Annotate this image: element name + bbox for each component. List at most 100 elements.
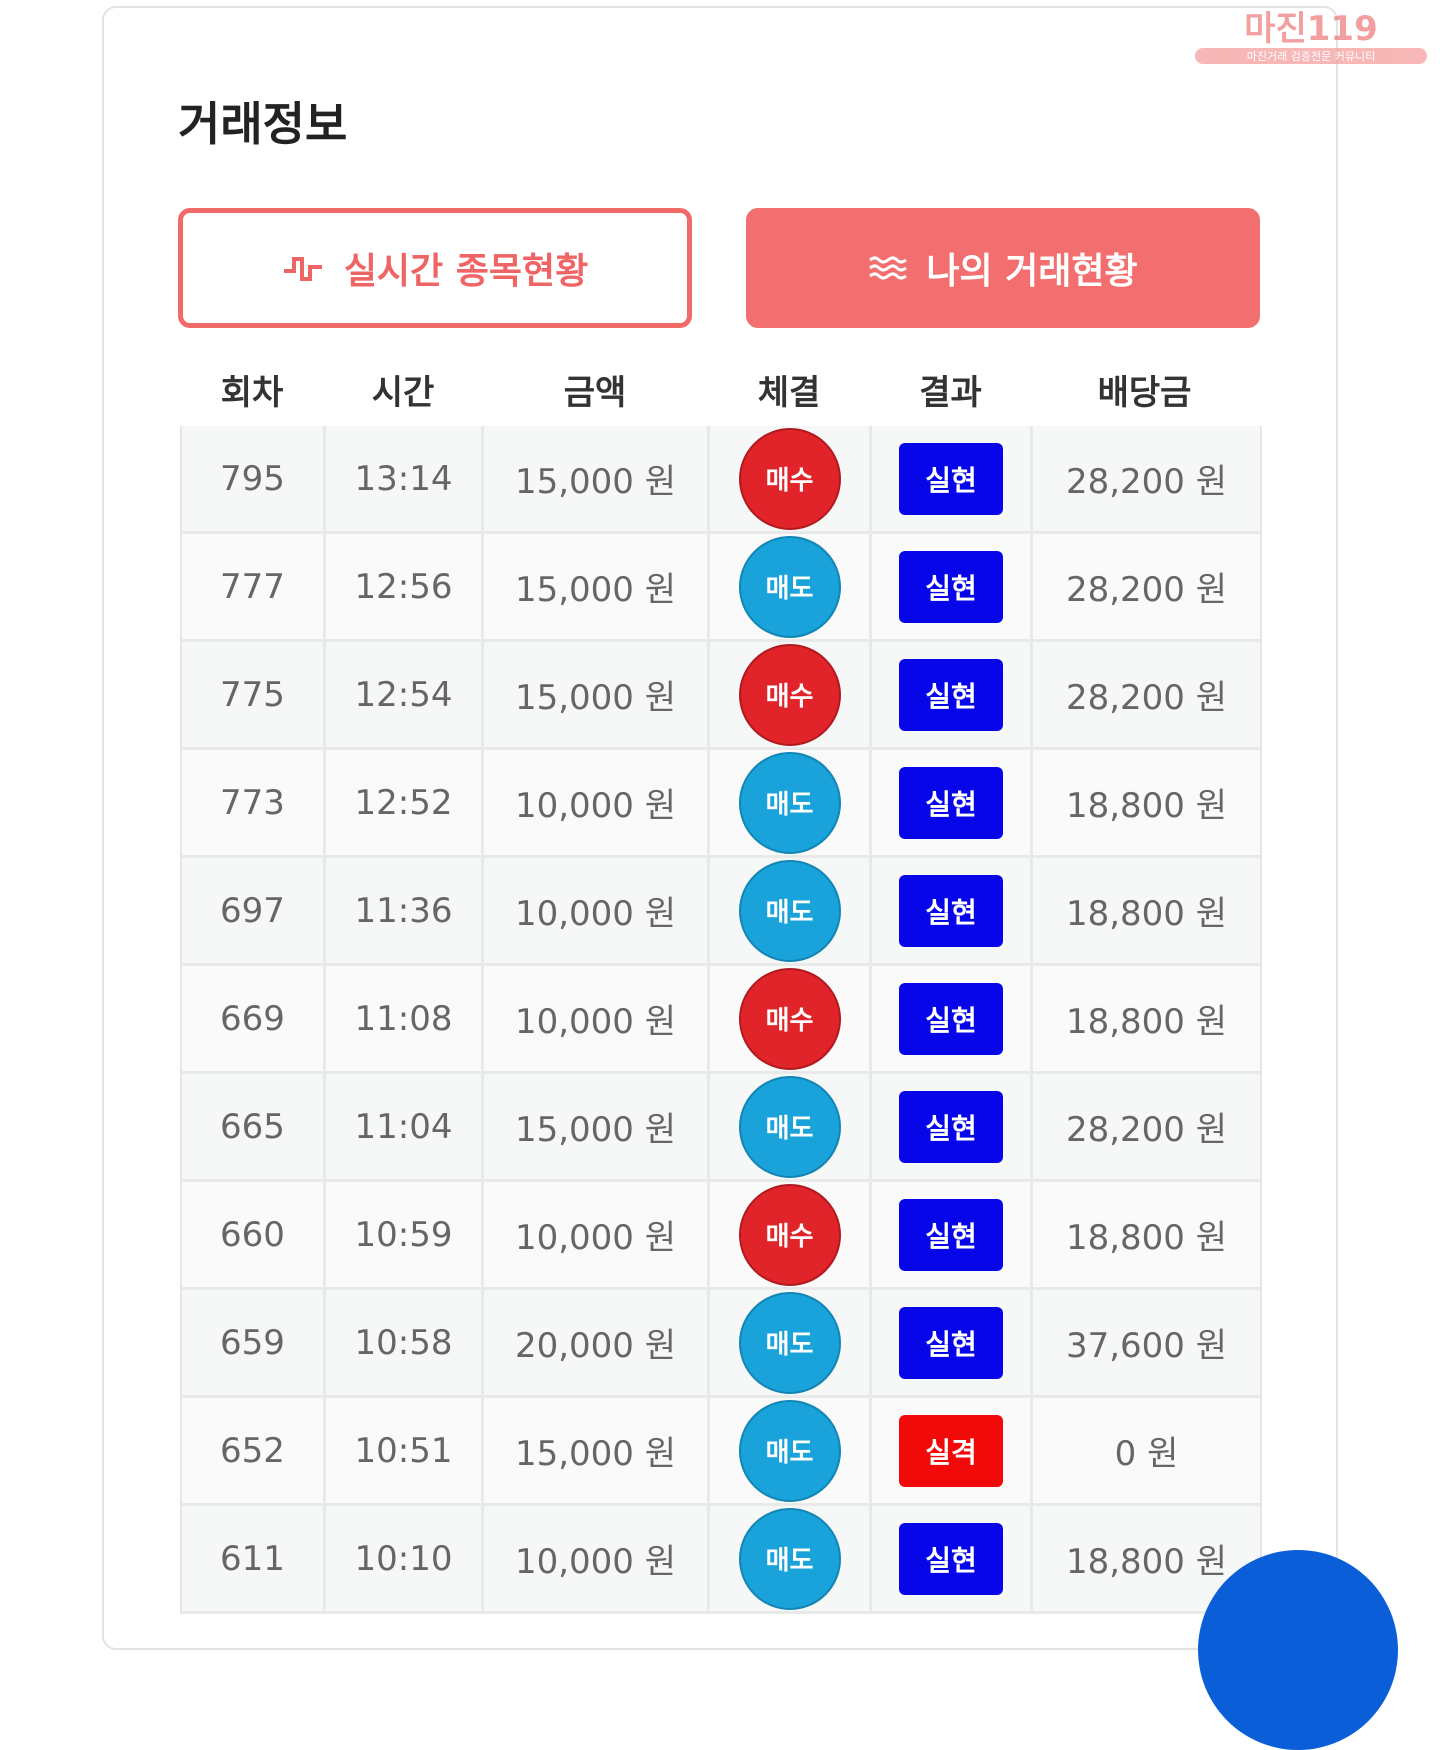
trade-cell: 매도 — [710, 858, 872, 963]
table-cell: 18,800 원 — [1065, 894, 1228, 934]
table-cell: 660 — [182, 1182, 326, 1287]
floating-button[interactable] — [1198, 1550, 1398, 1750]
watermark-logo: 마진119 — [1244, 9, 1378, 49]
trade-type-badge: 매도 — [738, 1075, 841, 1178]
column-header: 금액 — [563, 373, 627, 413]
result-badge: 실현 — [899, 1198, 1003, 1271]
table-cell: 652 — [182, 1398, 326, 1503]
result-cell: 실현 — [872, 534, 1033, 639]
table-row: 777 12:56 15,000 원 매도 실현 28,200 원 — [182, 534, 1260, 642]
table-row: 652 10:51 15,000 원 매도 실격 0 원 — [182, 1398, 1260, 1506]
table-cell: 11:08 — [326, 966, 484, 1071]
table-cell: 10,000 원 — [484, 858, 710, 963]
table-row: 660 10:59 10,000 원 매수 실현 18,800 원 — [182, 1182, 1260, 1290]
table-cell: 775 — [182, 642, 326, 747]
result-cell: 실현 — [872, 858, 1033, 963]
result-badge: 실격 — [899, 1414, 1003, 1487]
table-row: 697 11:36 10,000 원 매도 실현 18,800 원 — [182, 858, 1260, 966]
table-cell: 10,000 원 — [484, 1182, 710, 1287]
trade-cell: 매수 — [710, 1182, 872, 1287]
trade-type-badge: 매수 — [738, 427, 841, 530]
table-cell: 28,200 원 — [1065, 678, 1228, 718]
result-badge: 실현 — [899, 1090, 1003, 1163]
table-cell: 18,800 원 — [1065, 1542, 1228, 1582]
table-cell: 15,000 원 — [484, 1074, 710, 1179]
trade-cell: 매도 — [710, 1398, 872, 1503]
trade-type-badge: 매도 — [738, 1507, 841, 1610]
table-cell: 795 — [182, 426, 326, 531]
table-cell: 773 — [182, 750, 326, 855]
column-header: 배당금 — [1097, 373, 1192, 413]
table-cell: 10,000 원 — [484, 1506, 710, 1611]
tab-label: 실시간 종목현황 — [343, 251, 589, 292]
trade-type-badge: 매도 — [738, 535, 841, 638]
table-row: 659 10:58 20,000 원 매도 실현 37,600 원 — [182, 1290, 1260, 1398]
result-badge: 실현 — [899, 766, 1003, 839]
result-cell: 실현 — [872, 1290, 1033, 1395]
table-row: 775 12:54 15,000 원 매수 실현 28,200 원 — [182, 642, 1260, 750]
table-cell: 20,000 원 — [484, 1290, 710, 1395]
table-cell: 10,000 원 — [484, 966, 710, 1071]
trade-type-badge: 매도 — [738, 1399, 841, 1502]
result-badge: 실현 — [899, 1306, 1003, 1379]
table-cell: 10,000 원 — [484, 750, 710, 855]
column-header: 체결 — [757, 373, 821, 413]
trade-cell: 매도 — [710, 1074, 872, 1179]
result-cell: 실현 — [872, 966, 1033, 1071]
watermark-tagline: 마진거래 검증전문 커뮤니티 — [1195, 48, 1427, 64]
table-cell: 10:51 — [326, 1398, 484, 1503]
result-cell: 실현 — [872, 642, 1033, 747]
table-cell: 11:04 — [326, 1074, 484, 1179]
trade-type-badge: 매도 — [738, 751, 841, 854]
trade-type-badge: 매수 — [738, 967, 841, 1070]
table-cell: 11:36 — [326, 858, 484, 963]
table-cell: 777 — [182, 534, 326, 639]
trade-cell: 매도 — [710, 750, 872, 855]
result-cell: 실격 — [872, 1398, 1033, 1503]
trade-type-badge: 매도 — [738, 859, 841, 962]
page-title: 거래정보 — [178, 97, 348, 151]
table-cell: 15,000 원 — [484, 642, 710, 747]
table-cell: 10:58 — [326, 1290, 484, 1395]
table-cell: 18,800 원 — [1065, 786, 1228, 826]
table-cell: 10:59 — [326, 1182, 484, 1287]
table-cell: 15,000 원 — [484, 1398, 710, 1503]
table-cell: 28,200 원 — [1065, 570, 1228, 610]
table-cell: 37,600 원 — [1065, 1326, 1228, 1366]
result-badge: 실현 — [899, 658, 1003, 731]
tab-label: 나의 거래현황 — [926, 251, 1138, 292]
table-row: 669 11:08 10,000 원 매수 실현 18,800 원 — [182, 966, 1260, 1074]
table-cell: 10:10 — [326, 1506, 484, 1611]
column-header: 시간 — [371, 373, 435, 413]
trade-type-badge: 매수 — [738, 1183, 841, 1286]
table-cell: 611 — [182, 1506, 326, 1611]
column-header: 회차 — [220, 373, 284, 413]
table-cell: 12:52 — [326, 750, 484, 855]
result-badge: 실현 — [899, 982, 1003, 1055]
table-cell: 18,800 원 — [1065, 1218, 1228, 1258]
tab-button[interactable]: 실시간 종목현황 — [178, 208, 692, 328]
result-cell: 실현 — [872, 1074, 1033, 1179]
watermark: 마진119 마진거래 검증전문 커뮤니티 — [1195, 9, 1427, 64]
result-cell: 실현 — [872, 1182, 1033, 1287]
table-cell: 18,800 원 — [1065, 1002, 1228, 1042]
table-body: 795 13:14 15,000 원 매수 실현 28,200 원 777 12:56 15,0… — [180, 426, 1262, 1614]
table-cell: 12:54 — [326, 642, 484, 747]
result-cell: 실현 — [872, 426, 1033, 531]
table-row: 773 12:52 10,000 원 매도 실현 18,800 원 — [182, 750, 1260, 858]
result-badge: 실현 — [899, 874, 1003, 947]
trade-type-badge: 매도 — [738, 1291, 841, 1394]
table-cell: 12:56 — [326, 534, 484, 639]
tab-button[interactable]: 나의 거래현황 — [746, 208, 1260, 328]
table-cell: 0 원 — [1114, 1434, 1179, 1474]
table-row: 611 10:10 10,000 원 매도 실현 18,800 원 — [182, 1506, 1260, 1614]
trade-cell: 매도 — [710, 534, 872, 639]
result-cell: 실현 — [872, 1506, 1033, 1611]
table-row: 665 11:04 15,000 원 매도 실현 28,200 원 — [182, 1074, 1260, 1182]
table-cell: 697 — [182, 858, 326, 963]
column-header: 결과 — [919, 373, 982, 413]
trade-cell: 매수 — [710, 966, 872, 1071]
trade-cell: 매도 — [710, 1290, 872, 1395]
result-badge: 실현 — [899, 442, 1003, 515]
trade-cell: 매도 — [710, 1506, 872, 1611]
